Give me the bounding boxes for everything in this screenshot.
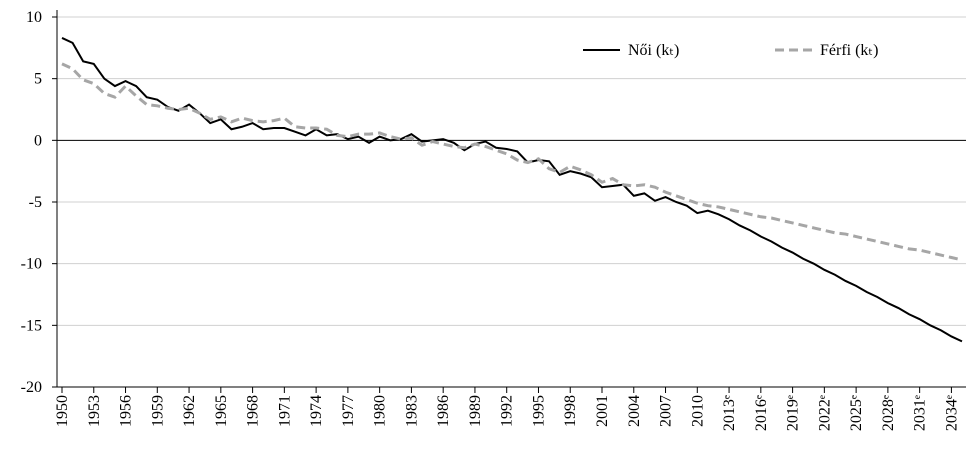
y-tick-label: 5 — [34, 71, 42, 88]
x-tick-label: 1968 — [245, 395, 262, 427]
x-tick-label: 1956 — [118, 395, 135, 427]
x-tick-label: 1965 — [213, 395, 230, 427]
x-tick-label: 2019ᵉ — [785, 395, 802, 431]
x-tick-label: 2001 — [594, 395, 611, 427]
y-tick-label: 0 — [34, 132, 42, 149]
line-series — [61, 37, 963, 343]
x-tick-label: 2022ᵉ — [816, 395, 833, 431]
x-tick-label: 2016ᵉ — [753, 395, 770, 431]
x-tick-label: 2025ᵉ — [848, 395, 865, 431]
legend-label: Női (kₜ) — [628, 42, 679, 59]
x-tick-label: 2010 — [689, 395, 706, 427]
x-tick-label: 2034ᵉ — [943, 395, 960, 431]
x-tick-label: 1995 — [530, 395, 547, 427]
y-tick-label: -10 — [21, 256, 42, 273]
x-tick-label: 2013ᵉ — [721, 395, 738, 431]
x-tick-label: 1992 — [499, 395, 516, 427]
legend-label: Férfi (kₜ) — [820, 42, 878, 59]
x-tick-label: 2004 — [626, 395, 643, 427]
x-tick-label: 2028ᵉ — [880, 395, 897, 431]
y-tick-label: -5 — [29, 194, 42, 211]
x-tick-label: 1980 — [372, 395, 389, 427]
x-tick-label: 1962 — [181, 395, 198, 427]
x-tick-label: 1998 — [562, 395, 579, 427]
x-tick-label: 1950 — [54, 395, 71, 427]
x-tick-label: 1974 — [308, 395, 325, 427]
x-tick-label: 1977 — [340, 395, 357, 427]
y-tick-label: -15 — [21, 317, 42, 334]
x-tick-label: 1986 — [435, 395, 452, 427]
y-tick-label: -20 — [21, 379, 42, 396]
x-tick-label: 1959 — [149, 395, 166, 427]
x-tick-label: 2007 — [658, 395, 675, 427]
x-tick-label: 2031ᵉ — [912, 395, 929, 431]
x-tick-label: 1983 — [403, 395, 420, 427]
line-series — [61, 62, 963, 262]
x-tick-label: 1953 — [86, 395, 103, 427]
x-tick-label: 1989 — [467, 395, 484, 427]
y-tick-label: 10 — [26, 9, 42, 26]
x-tick-label: 1971 — [276, 395, 293, 427]
